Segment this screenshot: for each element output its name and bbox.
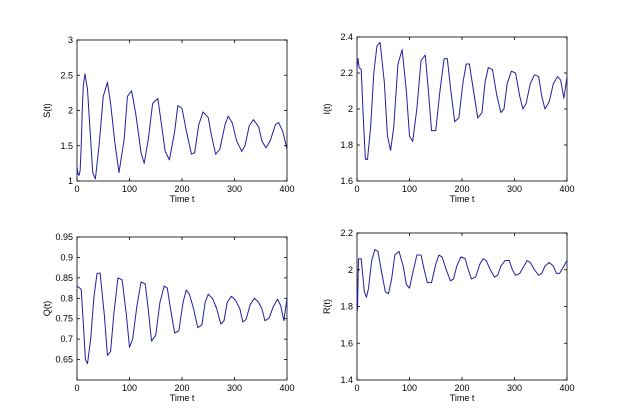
y-tick-label-s: 1 bbox=[68, 176, 73, 186]
y-ticks-s: 1 1.5 2 2.5 3 bbox=[60, 35, 287, 186]
x-tick-label-s: 200 bbox=[174, 184, 189, 194]
x-tick-label-r: 300 bbox=[507, 383, 522, 393]
x-tick-label-r: 400 bbox=[559, 383, 574, 393]
y-ticks-i: 1.6 1.8 2 2.2 2.4 bbox=[340, 32, 567, 186]
y-tick-label-r: 2.2 bbox=[340, 228, 353, 238]
x-tick-label-r: 200 bbox=[454, 383, 469, 393]
x-tick-label-i: 100 bbox=[402, 184, 417, 194]
x-tick-label-i: 400 bbox=[559, 184, 574, 194]
x-ticks-r: 0 100 200 300 400 bbox=[354, 233, 575, 393]
x-tick-label-s: 0 bbox=[74, 184, 79, 194]
y-tick-label-r: 1.4 bbox=[340, 375, 353, 385]
series-line-s bbox=[76, 73, 288, 180]
x-tick-label-q: 300 bbox=[227, 383, 242, 393]
y-axis-label-q: Q(t) bbox=[42, 301, 52, 317]
x-tick-label-s: 300 bbox=[227, 184, 242, 194]
series-line-r bbox=[356, 249, 568, 311]
x-tick-label-i: 0 bbox=[354, 184, 359, 194]
y-tick-label-q: 0.65 bbox=[55, 355, 73, 365]
y-tick-label-i: 2 bbox=[348, 104, 353, 114]
y-tick-label-i: 2.2 bbox=[340, 68, 353, 78]
y-ticks-q: 0.65 0.7 0.75 0.8 0.85 0.9 0.95 bbox=[55, 232, 287, 365]
x-ticks-i: 0 100 200 300 400 bbox=[354, 37, 575, 194]
series-line-i bbox=[356, 41, 568, 160]
y-tick-label-i: 1.6 bbox=[340, 176, 353, 186]
y-axis-label-i: I(t) bbox=[322, 104, 332, 115]
x-tick-label-q: 100 bbox=[122, 383, 137, 393]
y-ticks-r: 1.4 1.6 1.8 2 2.2 bbox=[340, 228, 567, 385]
x-tick-label-s: 100 bbox=[122, 184, 137, 194]
y-tick-label-i: 2.4 bbox=[340, 32, 353, 42]
y-axis-label-s: S(t) bbox=[42, 103, 52, 118]
x-tick-label-s: 400 bbox=[279, 184, 294, 194]
x-axis-label-q: Time t bbox=[170, 393, 195, 403]
y-tick-label-r: 2 bbox=[348, 265, 353, 275]
x-tick-label-i: 200 bbox=[454, 184, 469, 194]
panel-q: 0 100 200 300 400 0.650.70.750.80.850.90.95 … bbox=[42, 232, 295, 403]
y-tick-label-q: 0.75 bbox=[55, 314, 73, 324]
y-tick-label-r: 1.8 bbox=[340, 302, 353, 312]
y-tick-label-s: 2.5 bbox=[60, 70, 73, 80]
panel-i: 0 100 200 300 400 1.6 1.8 2 2.2 2.4 Time t I(t) bbox=[322, 32, 575, 204]
y-tick-label-s: 3 bbox=[68, 35, 73, 45]
y-tick-label-q: 0.9 bbox=[60, 252, 73, 262]
y-tick-label-q: 0.8 bbox=[60, 293, 73, 303]
y-tick-label-q: 0.85 bbox=[55, 273, 73, 283]
x-tick-label-i: 300 bbox=[507, 184, 522, 194]
x-ticks-q: 0 100 200 300 400 bbox=[74, 237, 295, 393]
x-tick-label-q: 400 bbox=[279, 383, 294, 393]
x-tick-label-r: 0 bbox=[354, 383, 359, 393]
x-tick-label-q: 0 bbox=[74, 383, 79, 393]
y-axis-label-r: R(t) bbox=[322, 299, 332, 314]
y-tick-label-q: 0.7 bbox=[60, 334, 73, 344]
x-tick-label-q: 200 bbox=[174, 383, 189, 393]
y-tick-label-q: 0.95 bbox=[55, 232, 73, 242]
panel-s: 0 100 200 300 400 1 1.5 2 2.5 3 Time t S(t) bbox=[42, 35, 295, 204]
series-line-q bbox=[76, 272, 288, 365]
y-tick-label-s: 2 bbox=[68, 106, 73, 116]
x-tick-label-r: 100 bbox=[402, 383, 417, 393]
panel-r: 0 100 200 300 400 1.4 1.6 1.8 2 2.2 Time t R(t) bbox=[322, 228, 575, 403]
y-tick-label-r: 1.6 bbox=[340, 338, 353, 348]
y-tick-label-i: 1.8 bbox=[340, 140, 353, 150]
x-ticks-s: 0 100 200 300 400 bbox=[74, 40, 295, 194]
y-tick-label-s: 1.5 bbox=[60, 141, 73, 151]
x-axis-label-r: Time t bbox=[450, 393, 475, 403]
x-axis-label-s: Time t bbox=[170, 194, 195, 204]
x-axis-label-i: Time t bbox=[450, 194, 475, 204]
